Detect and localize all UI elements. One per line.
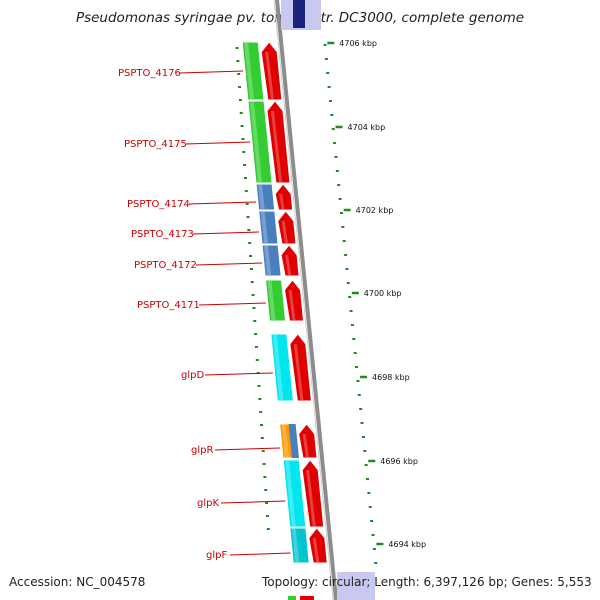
cds-arrow-shade (281, 221, 288, 243)
gene-label: PSPTO_4174 (127, 199, 190, 210)
gene-label: glpK (197, 498, 219, 509)
scale-label: 4696 kbp (380, 457, 418, 466)
partial-feature-top-dark (293, 0, 305, 28)
accession-text: Accession: NC_004578 (9, 575, 146, 589)
gene-label: PSPTO_4172 (134, 260, 197, 271)
cds-arrow (280, 244, 300, 277)
gene-leader-line (192, 231, 260, 235)
cog-block-secondary (288, 424, 299, 458)
gene-leader-line (185, 141, 251, 145)
cog-block (261, 244, 282, 277)
cog-block (255, 183, 276, 211)
partial-feature-bottom (337, 572, 375, 600)
cog-block-shade (291, 529, 300, 562)
cds-arrow-shade (302, 434, 309, 457)
gene-labels: PSPTO_4176 PSPTO_4175 PSPTO_4174 PSPTO_4173… (118, 68, 291, 561)
cds-arrow (274, 183, 294, 211)
cog-block-shade (244, 43, 254, 99)
cds-arrow (298, 423, 318, 459)
cds-arrow-shade (312, 538, 320, 562)
cog-block (264, 279, 287, 322)
cds-arrow (266, 100, 291, 184)
scale-label: 4700 kbp (364, 289, 402, 298)
scale-label: 4706 kbp (339, 39, 377, 48)
cog-block-shade (285, 461, 296, 526)
cog-block (241, 41, 265, 101)
cog-block-shade (281, 425, 289, 457)
gene-label: PSPTO_4175 (124, 139, 187, 150)
partial-cog-bottom (288, 596, 296, 600)
genome-summary-text: Topology: circular; Length: 6,397,126 bp… (262, 575, 592, 589)
cds-track (260, 41, 328, 600)
cds-arrow (283, 279, 305, 322)
gene-leader-line (188, 201, 257, 205)
gene-label: glpF (206, 550, 227, 561)
gene-leader-line (229, 552, 291, 556)
cog-block (270, 333, 294, 402)
cog-block-shade (272, 335, 284, 400)
backbone-edge (273, 0, 334, 600)
cds-arrow-shade (270, 111, 283, 182)
gene-label: PSPTO_4173 (131, 229, 194, 240)
partial-cds-bottom (300, 596, 314, 600)
gene-label: glpR (191, 445, 213, 456)
backbone-line (275, 0, 338, 600)
cds-arrow-shade (306, 470, 316, 526)
cds-arrow (308, 527, 328, 564)
cds-arrow-shade (288, 290, 296, 320)
cds-arrow-shade (265, 52, 274, 99)
scale-ticks (235, 41, 384, 564)
cog-track (241, 0, 375, 600)
cog-block-shade (249, 102, 263, 182)
scale-label: 4694 kbp (388, 540, 426, 549)
cds-arrow (289, 333, 312, 402)
cds-arrow-shade (285, 255, 292, 275)
gene-label: PSPTO_4176 (118, 68, 181, 79)
gene-label: PSPTO_4171 (137, 300, 200, 311)
cog-block-shade (258, 185, 265, 209)
backbone (273, 0, 338, 600)
scale-label: 4698 kbp (372, 373, 410, 382)
scale-label: 4702 kbp (356, 206, 394, 215)
gene-leader-line (179, 70, 244, 74)
scale-label: 4704 kbp (348, 123, 386, 132)
cds-arrow (260, 41, 283, 101)
cog-block (247, 100, 273, 184)
gene-leader-line (195, 262, 263, 266)
gene-leader-line (204, 372, 273, 376)
cog-block-shade (264, 246, 272, 275)
cog-block-shade (267, 281, 276, 320)
cds-arrow (301, 459, 325, 528)
scale-labels: 4706 kbp 4704 kbp 4702 kbp 4700 kbp 4698 kbp… (339, 39, 426, 549)
cog-block (282, 459, 307, 528)
cog-block-shade (260, 212, 268, 243)
cds-arrow-shade (279, 194, 285, 209)
gene-leader-line (220, 500, 286, 504)
gene-label: glpD (181, 370, 204, 381)
cog-block (258, 210, 279, 245)
gene-leader-line (198, 302, 266, 306)
cds-arrow-shade (293, 344, 304, 400)
cds-arrow (277, 210, 297, 245)
gene-leader-line (214, 447, 281, 451)
cog-block (289, 527, 310, 564)
